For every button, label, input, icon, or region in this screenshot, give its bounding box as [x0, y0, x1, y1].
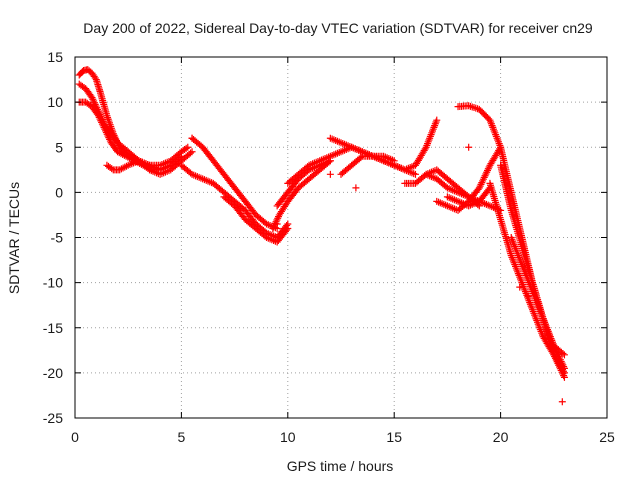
y-tick-label: -25 [43, 410, 63, 426]
data-point [357, 154, 365, 162]
data-point [184, 143, 192, 151]
y-tick-label: 0 [55, 184, 63, 200]
data-point [524, 292, 532, 300]
y-tick-label: 15 [47, 49, 63, 65]
x-tick-label: 0 [71, 429, 79, 445]
data-point [559, 350, 567, 358]
data-point [187, 149, 195, 157]
series-arc12 [337, 116, 441, 178]
data-point [421, 145, 429, 153]
data-point [516, 283, 524, 291]
x-tick-label: 15 [386, 429, 402, 445]
x-tick-labels: 0 5 10 15 20 25 [71, 429, 615, 445]
y-axis-label: SDTVAR / TECUs [6, 182, 22, 294]
data-point [96, 111, 104, 119]
series-arc6 [177, 161, 292, 241]
data-point [90, 97, 98, 105]
data-point [182, 144, 190, 152]
data-point [91, 100, 99, 108]
x-tick-label: 25 [599, 429, 615, 445]
x-tick-label: 20 [493, 429, 509, 445]
tick-marks [74, 56, 608, 419]
series-arc20 [507, 234, 568, 381]
data-point [433, 116, 441, 124]
data-point [465, 143, 473, 151]
y-tick-label: -15 [43, 320, 63, 336]
data-point [91, 74, 99, 82]
data-point [98, 116, 106, 124]
data-point [89, 95, 97, 103]
data-point [94, 107, 102, 115]
data-points [75, 66, 568, 406]
data-point [273, 220, 281, 228]
data-point [97, 112, 105, 120]
data-point [99, 117, 107, 125]
data-point [106, 135, 114, 143]
data-point [88, 94, 96, 102]
data-point [560, 351, 568, 359]
data-point [108, 165, 116, 173]
data-point [558, 398, 566, 406]
data-point [188, 134, 196, 142]
data-point [98, 114, 106, 122]
y-tick-label: 10 [47, 94, 63, 110]
y-tick-label: -20 [43, 365, 63, 381]
data-point [560, 373, 568, 381]
data-point [411, 170, 419, 178]
x-axis-label: GPS time / hours [287, 458, 394, 474]
data-point [156, 166, 164, 174]
data-point [352, 184, 360, 192]
data-point [326, 170, 334, 178]
grid [75, 57, 607, 418]
data-point [122, 162, 130, 170]
data-point [92, 102, 100, 110]
y-tick-label: -10 [43, 275, 63, 291]
series-arc4 [103, 157, 164, 174]
data-point [93, 104, 101, 112]
data-point [188, 148, 196, 156]
x-tick-label: 5 [178, 429, 186, 445]
x-tick-label: 10 [280, 429, 296, 445]
series-arc8 [269, 157, 334, 232]
y-tick-labels: 15 10 5 0 -5 -10 -15 -20 -25 [43, 49, 63, 426]
y-tick-label: 5 [55, 139, 63, 155]
data-point [283, 226, 291, 234]
data-point [94, 105, 102, 113]
data-point [90, 99, 98, 107]
series-arc7 [220, 193, 292, 246]
y-tick-label: -5 [51, 230, 64, 246]
data-point [284, 224, 292, 232]
chart-title: Day 200 of 2022, Sidereal Day-to-day VTE… [83, 20, 593, 36]
data-point [95, 109, 103, 117]
data-point [269, 224, 277, 232]
series-arc15 [433, 143, 505, 214]
